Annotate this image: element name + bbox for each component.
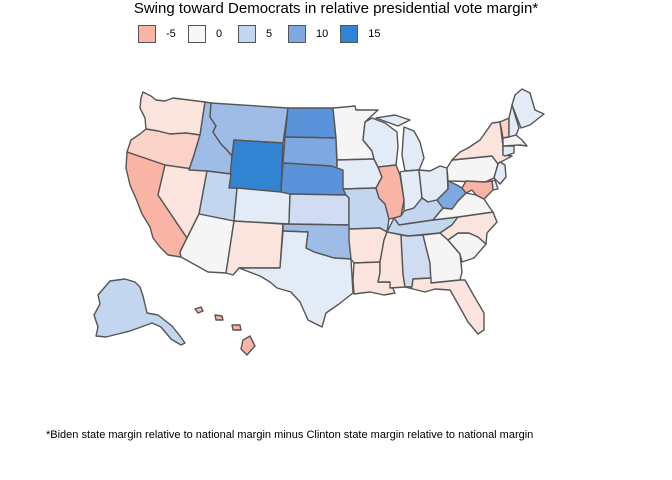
state-nd — [284, 107, 337, 139]
legend-label-neg5: -5 — [166, 28, 176, 40]
legend-item-10: 10 — [288, 25, 328, 43]
state-ms — [377, 231, 406, 289]
legend-swatch-10 — [288, 25, 306, 43]
state-nm — [225, 220, 284, 276]
state-wy — [228, 139, 284, 193]
footnote: *Biden state margin relative to national… — [46, 429, 534, 441]
legend-item-5: 5 — [238, 25, 276, 43]
state-me — [511, 88, 545, 129]
legend-swatch-neg5 — [138, 25, 156, 43]
legend-label-10: 10 — [316, 28, 329, 40]
legend-item-neg5: -5 — [138, 25, 176, 43]
state-tx — [238, 230, 354, 328]
state-ks — [288, 193, 350, 226]
state-nj — [493, 161, 507, 185]
page-title: Swing toward Democrats in relative presi… — [133, 0, 539, 17]
state-wv — [436, 180, 467, 210]
state-fl — [404, 277, 485, 335]
state-ak — [93, 278, 186, 346]
state-co — [233, 187, 291, 225]
state-md — [461, 180, 494, 200]
legend-item-0: 0 — [188, 25, 226, 43]
legend-swatch-5 — [238, 25, 256, 43]
state-hi — [194, 306, 256, 356]
state-ia — [336, 158, 383, 190]
legend-swatch-15 — [340, 25, 359, 43]
state-ne — [280, 162, 347, 196]
legend-label-5: 5 — [266, 28, 273, 40]
state-nh — [508, 104, 520, 138]
legend: -5 0 5 10 15 — [138, 24, 393, 44]
legend-label-0: 0 — [216, 28, 223, 40]
legend-swatch-0 — [188, 25, 206, 43]
legend-item-15: 15 — [340, 25, 381, 43]
state-il — [375, 164, 405, 220]
legend-label-15: 15 — [368, 28, 381, 40]
state-mt — [209, 102, 289, 157]
state-wa — [139, 91, 206, 136]
state-nc — [439, 211, 498, 245]
state-ct — [502, 145, 515, 157]
